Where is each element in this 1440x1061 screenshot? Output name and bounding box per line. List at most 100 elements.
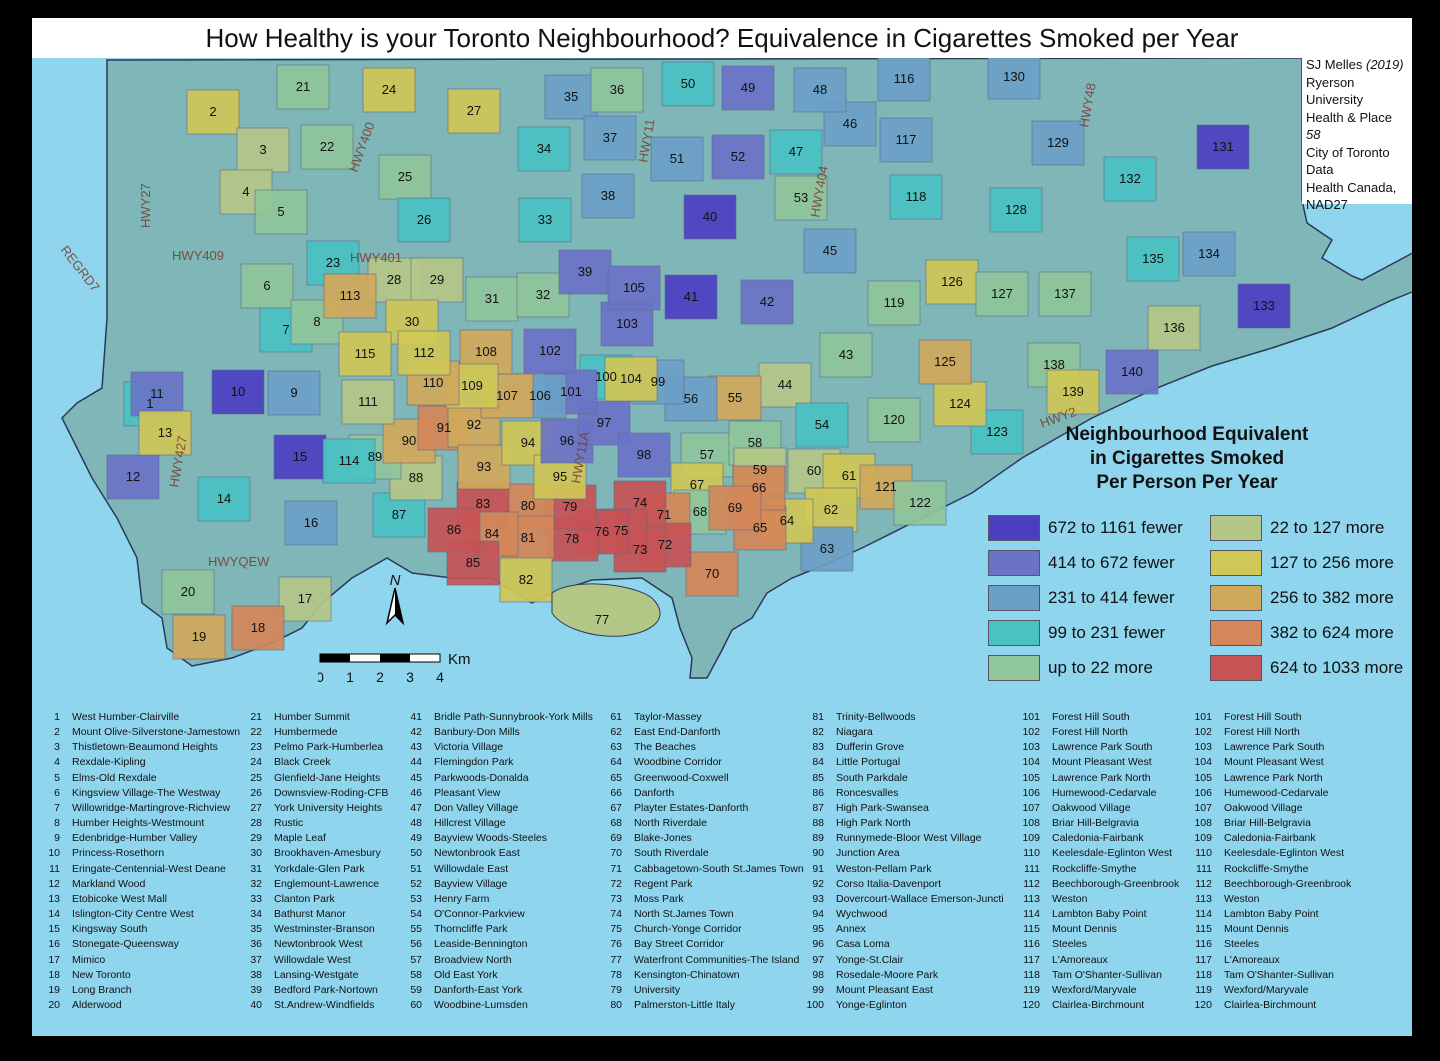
- region-label-79: 79: [563, 499, 577, 514]
- index-row: 43 Victoria Village: [394, 740, 593, 755]
- index-name: Dovercourt-Wallace Emerson-Juncti: [836, 892, 1004, 905]
- index-name: Rexdale-Kipling: [72, 756, 146, 769]
- region-133: [1237, 283, 1291, 329]
- region-9: [267, 370, 321, 416]
- index-row: 46 Pleasant View: [394, 786, 593, 801]
- region-label-87: 87: [392, 507, 406, 522]
- index-row: 5 Elms-Old Rexdale: [32, 771, 240, 786]
- region-label-56: 56: [684, 391, 698, 406]
- legend-label: 256 to 382 more: [1270, 588, 1394, 607]
- index-row: 88 High Park North: [796, 816, 1004, 831]
- region-label-14: 14: [217, 491, 231, 506]
- region-label-57: 57: [700, 447, 714, 462]
- region-131: [1196, 124, 1250, 170]
- index-name: Lambton Baby Point: [1052, 908, 1147, 921]
- index-number: 50: [410, 847, 422, 860]
- index-number: 39: [250, 983, 262, 996]
- index-number: 42: [410, 726, 422, 739]
- legend-title: Neighbourhood Equivalent in Cigarettes S…: [1022, 423, 1352, 495]
- index-name: Palmerston-Little Italy: [634, 998, 735, 1011]
- index-name: Willowdale East: [434, 862, 509, 875]
- index-number: 110: [1195, 847, 1212, 860]
- index-name: East End-Danforth: [634, 726, 721, 739]
- region-label-50: 50: [681, 76, 695, 91]
- region-label-49: 49: [741, 80, 755, 95]
- index-row: 78 Kensington-Chinatown: [594, 968, 804, 983]
- legend-label: 231 to 414 fewer: [1048, 588, 1175, 607]
- index-row: 90 Junction Area: [796, 846, 1004, 861]
- index-number: 32: [250, 877, 262, 890]
- index-name: Downsview-Roding-CFB: [274, 786, 389, 799]
- index-number: 10: [48, 847, 60, 860]
- region-label-34: 34: [537, 141, 551, 156]
- region-label-131: 131: [1212, 139, 1234, 154]
- index-name: Taylor-Massey: [634, 711, 702, 723]
- index-number: 40: [250, 998, 262, 1011]
- region-label-27: 27: [467, 103, 481, 118]
- index-row: 11 Eringate-Centennial-West Deane: [32, 862, 240, 877]
- region-24: [362, 67, 416, 113]
- index-number: 19: [48, 983, 60, 996]
- region-label-140: 140: [1121, 364, 1143, 379]
- index-row: 76 Bay Street Corridor: [594, 937, 804, 952]
- index-number: 58: [410, 968, 422, 981]
- region-50: [661, 61, 715, 107]
- index-name: Oakwood Village: [1224, 801, 1303, 814]
- index-row: 72 Regent Park: [594, 877, 804, 892]
- highway-label-hwy27: HWY27: [138, 183, 153, 228]
- index-number: 91: [812, 862, 824, 875]
- region-label-75: 75: [614, 523, 628, 538]
- region-label-90: 90: [402, 433, 416, 448]
- index-number: 25: [250, 771, 262, 784]
- index-number: 120: [1194, 998, 1212, 1011]
- index-row: 103 Lawrence Park South: [1012, 740, 1179, 755]
- region-137: [1038, 271, 1092, 317]
- index-row: 99 Mount Pleasant East: [796, 983, 1004, 998]
- index-number: 110: [1023, 847, 1040, 860]
- index-number: 60: [410, 998, 422, 1011]
- neighbourhood-regions: [106, 54, 1291, 660]
- index-row: 71 Cabbagetown-South St.James Town: [594, 862, 803, 877]
- index-row: 70 South Riverdale: [594, 846, 804, 861]
- index-row: 105 Lawrence Park North: [1184, 771, 1351, 786]
- legend-swatch: [988, 515, 1040, 541]
- index-row: 102 Forest Hill North: [1184, 725, 1351, 740]
- region-136: [1147, 305, 1201, 351]
- region-2: [186, 89, 240, 135]
- index-number: 20: [48, 998, 60, 1011]
- index-row: 104 Mount Pleasant West: [1012, 755, 1179, 770]
- index-number: 109: [1194, 832, 1212, 845]
- index-number: 47: [410, 801, 422, 814]
- region-label-107: 107: [496, 388, 518, 403]
- region-label-94: 94: [521, 435, 535, 450]
- region-label-124: 124: [949, 396, 971, 411]
- index-row: 36 Newtonbrook West: [234, 937, 388, 952]
- region-124: [933, 381, 987, 427]
- index-number: 100: [806, 998, 824, 1011]
- index-row: 33 Clanton Park: [234, 892, 388, 907]
- index-row: 115 Mount Dennis: [1012, 922, 1179, 937]
- map-legend: Neighbourhood Equivalent in Cigarettes S…: [982, 423, 1412, 681]
- index-number: 112: [1023, 877, 1040, 890]
- index-row: 4 Rexdale-Kipling: [32, 755, 240, 770]
- index-name: Steeles: [1052, 938, 1088, 951]
- region-54: [795, 402, 849, 448]
- index-number: 81: [812, 711, 824, 723]
- index-number: 33: [250, 892, 262, 905]
- legend-label: up to 22 more: [1048, 658, 1153, 677]
- legend-item: 672 to 1161 fewer: [988, 513, 1183, 543]
- index-name: Wexford/Maryvale: [1224, 983, 1309, 996]
- region-label-66: 66: [752, 480, 766, 495]
- region-label-104: 104: [620, 371, 642, 386]
- region-label-69: 69: [728, 500, 742, 515]
- region-16: [284, 500, 338, 546]
- region-label-73: 73: [633, 542, 647, 557]
- legend-swatch: [988, 620, 1040, 646]
- map-frame: 1 2 3 4 5 6 7 8 9 10 11 12 13 14 15 16 17 18 19 20 21 22 23 24 2…: [32, 18, 1412, 1036]
- index-row: 73 Moss Park: [594, 892, 804, 907]
- index-number: 26: [250, 786, 262, 799]
- index-row: 105 Lawrence Park North: [1012, 771, 1179, 786]
- index-name: Elms-Old Rexdale: [72, 771, 157, 784]
- index-number: 28: [250, 817, 262, 830]
- index-name: Forest Hill North: [1052, 726, 1128, 739]
